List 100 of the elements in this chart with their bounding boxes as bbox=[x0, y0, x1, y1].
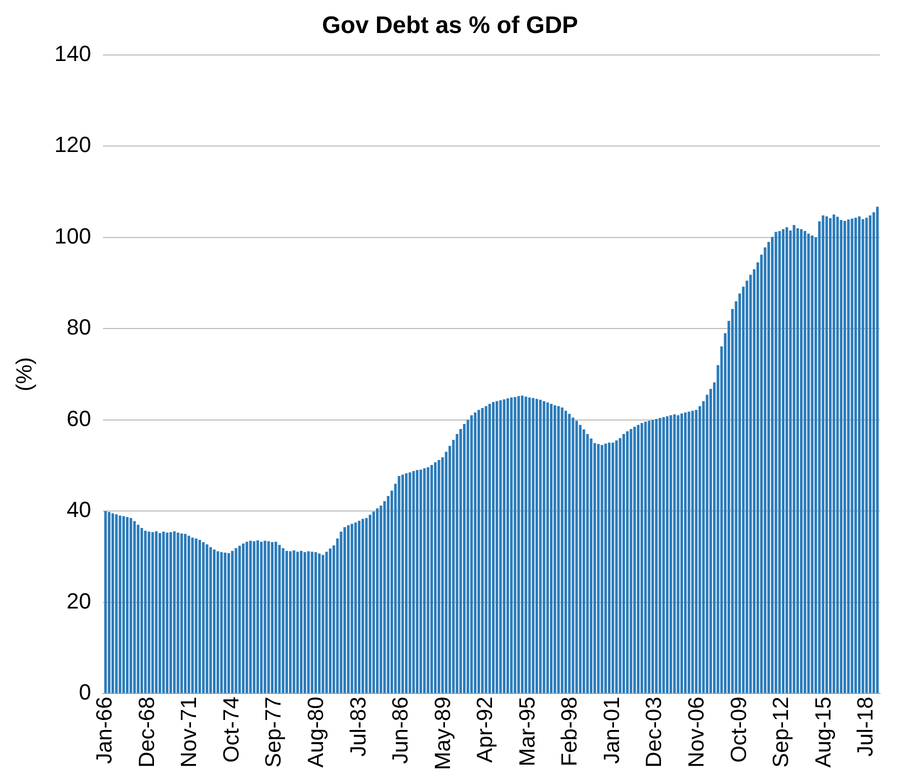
bar bbox=[474, 412, 476, 694]
bar bbox=[274, 542, 278, 694]
bar bbox=[676, 415, 680, 694]
bar bbox=[524, 396, 528, 694]
bar bbox=[300, 550, 303, 694]
bar bbox=[115, 514, 118, 694]
bar bbox=[670, 415, 672, 694]
bar bbox=[832, 214, 836, 694]
bar bbox=[307, 551, 310, 694]
bar bbox=[405, 473, 408, 694]
bar bbox=[176, 532, 180, 694]
bar bbox=[173, 531, 176, 694]
bar bbox=[304, 552, 306, 694]
bar bbox=[658, 418, 662, 694]
bar bbox=[470, 415, 473, 694]
bar bbox=[568, 414, 571, 694]
bar bbox=[604, 444, 607, 694]
bar bbox=[542, 401, 546, 694]
bar bbox=[680, 413, 684, 694]
bar bbox=[270, 542, 274, 694]
bar bbox=[608, 442, 611, 694]
bar bbox=[862, 219, 864, 694]
bar bbox=[535, 398, 538, 694]
bar bbox=[691, 410, 694, 694]
bar bbox=[662, 417, 665, 694]
bar bbox=[840, 220, 842, 694]
bar bbox=[202, 542, 205, 694]
bar bbox=[358, 520, 360, 694]
x-tick-label: Nov-06 bbox=[683, 696, 708, 768]
bar bbox=[224, 552, 226, 694]
bar bbox=[234, 548, 238, 694]
bar bbox=[618, 438, 622, 694]
x-tick-label: Dec-68 bbox=[134, 696, 159, 768]
bar bbox=[350, 524, 354, 694]
y-tick-label: 140 bbox=[54, 40, 92, 66]
bar bbox=[318, 554, 321, 694]
bar bbox=[282, 548, 284, 694]
bar bbox=[296, 552, 299, 694]
bar bbox=[466, 420, 470, 694]
bar bbox=[847, 220, 850, 694]
bar bbox=[640, 423, 644, 694]
bar bbox=[666, 416, 669, 694]
bar bbox=[416, 470, 418, 694]
bar bbox=[118, 516, 122, 694]
bar bbox=[206, 544, 208, 694]
bar bbox=[557, 406, 560, 694]
bar bbox=[688, 412, 690, 694]
bar bbox=[398, 476, 400, 694]
bar bbox=[322, 554, 324, 694]
bar bbox=[502, 399, 506, 694]
x-tick-label: Aug-15 bbox=[810, 696, 836, 768]
x-tick-label: Sep-12 bbox=[768, 696, 794, 768]
x-tick-label: Mar-95 bbox=[514, 696, 540, 766]
bar bbox=[488, 404, 491, 694]
bar bbox=[615, 440, 618, 694]
bar bbox=[782, 229, 784, 694]
bar bbox=[786, 227, 788, 694]
bar bbox=[238, 546, 241, 694]
bar bbox=[600, 444, 604, 694]
bar bbox=[774, 232, 778, 694]
x-tick-label: Feb-98 bbox=[556, 696, 582, 766]
bar bbox=[166, 532, 168, 694]
y-tick-label: 100 bbox=[54, 223, 92, 248]
bar bbox=[578, 424, 582, 694]
bar bbox=[260, 542, 263, 694]
bar bbox=[289, 551, 292, 694]
bar bbox=[412, 470, 415, 694]
bar bbox=[347, 525, 350, 694]
bar bbox=[612, 442, 614, 694]
bar bbox=[825, 216, 828, 694]
x-tick-label: Oct-74 bbox=[218, 696, 244, 763]
bar bbox=[807, 234, 810, 694]
bar bbox=[597, 444, 600, 694]
bar bbox=[648, 420, 650, 694]
bar bbox=[575, 420, 578, 694]
x-tick-label: Oct-09 bbox=[726, 696, 751, 763]
bar bbox=[227, 553, 230, 694]
bar bbox=[216, 551, 220, 694]
bar bbox=[800, 229, 803, 694]
bar bbox=[328, 548, 332, 694]
bar bbox=[310, 552, 314, 694]
bar bbox=[550, 404, 553, 694]
bar bbox=[104, 511, 107, 694]
bar bbox=[354, 522, 357, 694]
x-tick-label: Jun-86 bbox=[388, 696, 413, 764]
bar bbox=[343, 527, 346, 694]
bar bbox=[154, 531, 158, 694]
bar bbox=[644, 422, 647, 694]
bar bbox=[626, 431, 629, 694]
bar bbox=[865, 218, 868, 694]
x-tick-label: Apr-92 bbox=[472, 696, 498, 763]
bar bbox=[546, 402, 549, 694]
bar bbox=[140, 528, 144, 694]
bar bbox=[539, 400, 542, 694]
bar bbox=[477, 410, 480, 694]
bar bbox=[876, 206, 879, 694]
bar bbox=[520, 396, 524, 694]
bar bbox=[554, 405, 556, 694]
bar bbox=[850, 218, 854, 694]
bar bbox=[673, 414, 676, 694]
